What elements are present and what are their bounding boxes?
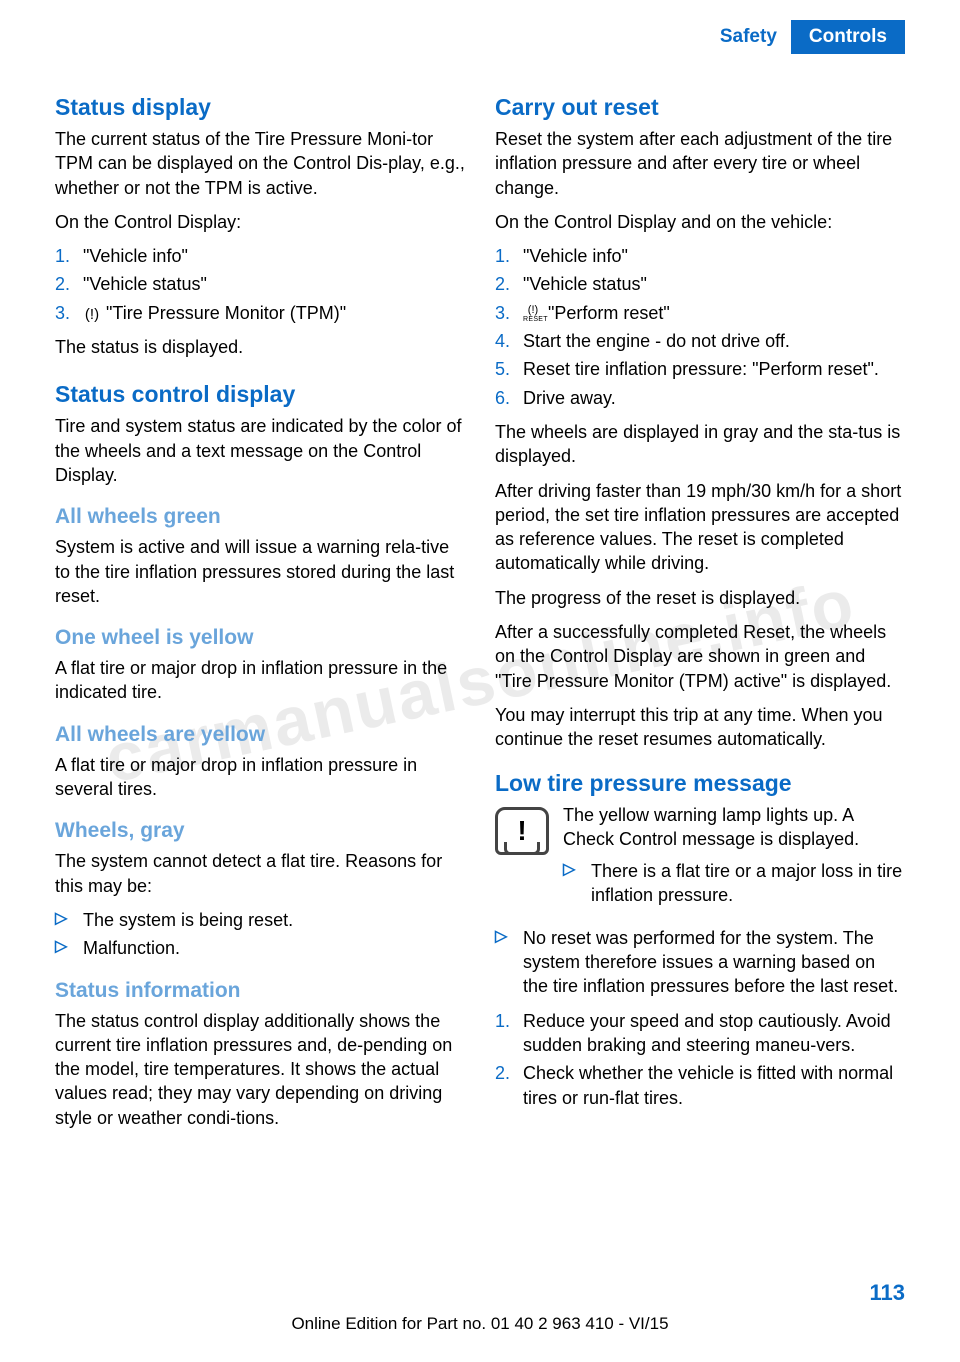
list-text: Check whether the vehicle is fitted with… <box>523 1061 905 1110</box>
ol-low-tire: 1.Reduce your speed and stop cautiously.… <box>495 1009 905 1110</box>
para: On the Control Display and on the vehicl… <box>495 210 905 234</box>
para: A flat tire or major drop in inflation p… <box>55 656 465 705</box>
ul-warning-sub: ▷There is a flat tire or a major loss in… <box>563 859 905 908</box>
para: The yellow warning lamp lights up. A Che… <box>563 803 905 852</box>
list-item: ▷No reset was performed for the system. … <box>495 926 905 999</box>
list-text: "Vehicle info" <box>523 244 905 268</box>
list-item: 6.Drive away. <box>495 386 905 410</box>
triangle-icon: ▷ <box>495 926 523 999</box>
heading-carry-out-reset: Carry out reset <box>495 94 905 121</box>
para: The wheels are displayed in gray and the… <box>495 420 905 469</box>
list-item: 3.(!)RESET "Perform reset" <box>495 301 905 325</box>
para: Reset the system after each adjustment o… <box>495 127 905 200</box>
triangle-icon: ▷ <box>55 936 83 960</box>
list-item: 2."Vehicle status" <box>55 272 465 296</box>
heading-all-wheels-yellow: All wheels are yellow <box>55 723 465 747</box>
list-item: 2.Check whether the vehicle is fitted wi… <box>495 1061 905 1110</box>
list-text: There is a flat tire or a major loss in … <box>591 859 905 908</box>
list-item: 1."Vehicle info" <box>55 244 465 268</box>
list-num: 1. <box>55 244 83 268</box>
warning-icon: (!) <box>83 305 101 325</box>
header-safety: Safety <box>706 20 791 54</box>
list-text: Start the engine - do not drive off. <box>523 329 905 353</box>
triangle-icon: ▷ <box>563 859 591 908</box>
para: Tire and system status are indicated by … <box>55 414 465 487</box>
ol-carry-out-reset: 1."Vehicle info" 2."Vehicle status" 3.(!… <box>495 244 905 410</box>
list-num: 3. <box>495 301 523 325</box>
list-text: (!)RESET "Perform reset" <box>523 301 905 325</box>
list-num: 1. <box>495 1009 523 1058</box>
header-controls: Controls <box>791 20 905 54</box>
list-num: 5. <box>495 357 523 381</box>
body-columns: Status display The current status of the… <box>0 54 960 1140</box>
left-column: Status display The current status of the… <box>55 94 465 1140</box>
list-text: The system is being reset. <box>83 908 293 932</box>
para: A flat tire or major drop in inflation p… <box>55 753 465 802</box>
footer-text: Online Edition for Part no. 01 40 2 963 … <box>0 1314 960 1334</box>
heading-status-display: Status display <box>55 94 465 121</box>
list-item: ▷Malfunction. <box>55 936 465 960</box>
list-item: ▷The system is being reset. <box>55 908 465 932</box>
ul-wheels-gray: ▷The system is being reset. ▷Malfunction… <box>55 908 465 961</box>
para: On the Control Display: <box>55 210 465 234</box>
para: After a successfully completed Reset, th… <box>495 620 905 693</box>
list-num: 6. <box>495 386 523 410</box>
heading-low-tire-pressure: Low tire pressure message <box>495 770 905 797</box>
list-text-inner: "Perform reset" <box>543 303 670 323</box>
heading-wheels-gray: Wheels, gray <box>55 819 465 843</box>
warning-text-block: The yellow warning lamp lights up. A Che… <box>563 803 905 918</box>
list-num: 1. <box>495 244 523 268</box>
list-item: ▷There is a flat tire or a major loss in… <box>563 859 905 908</box>
para: The progress of the reset is displayed. <box>495 586 905 610</box>
list-text: "Vehicle info" <box>83 244 465 268</box>
list-text: Reduce your speed and stop cautiously. A… <box>523 1009 905 1058</box>
right-column: Carry out reset Reset the system after e… <box>495 94 905 1140</box>
list-text: "Vehicle status" <box>523 272 905 296</box>
para: System is active and will issue a warnin… <box>55 535 465 608</box>
list-text: No reset was performed for the system. T… <box>523 926 905 999</box>
list-text-inner: "Tire Pressure Monitor (TPM)" <box>101 303 346 323</box>
list-num: 2. <box>495 272 523 296</box>
list-item: 1.Reduce your speed and stop cautiously.… <box>495 1009 905 1058</box>
list-item: 2."Vehicle status" <box>495 272 905 296</box>
para: The status control display additionally … <box>55 1009 465 1130</box>
list-text: Reset tire inflation pressure: "Perform … <box>523 357 905 381</box>
list-text: Malfunction. <box>83 936 180 960</box>
heading-status-control-display: Status control display <box>55 381 465 408</box>
list-item: 1."Vehicle info" <box>495 244 905 268</box>
list-item: 5.Reset tire inflation pressure: "Perfor… <box>495 357 905 381</box>
list-item: 4.Start the engine - do not drive off. <box>495 329 905 353</box>
list-item: 3.(!) "Tire Pressure Monitor (TPM)" <box>55 301 465 325</box>
para: You may interrupt this trip at any time.… <box>495 703 905 752</box>
heading-all-wheels-green: All wheels green <box>55 505 465 529</box>
page-number: 113 <box>870 1280 906 1306</box>
ul-low-tire: ▷No reset was performed for the system. … <box>495 926 905 999</box>
list-text: (!) "Tire Pressure Monitor (TPM)" <box>83 301 465 325</box>
para: The status is displayed. <box>55 335 465 359</box>
heading-one-wheel-yellow: One wheel is yellow <box>55 626 465 650</box>
triangle-icon: ▷ <box>55 908 83 932</box>
list-num: 2. <box>55 272 83 296</box>
para: The current status of the Tire Pressure … <box>55 127 465 200</box>
reset-icon: (!)RESET <box>523 305 543 323</box>
para: The system cannot detect a flat tire. Re… <box>55 849 465 898</box>
list-text: Drive away. <box>523 386 905 410</box>
list-num: 3. <box>55 301 83 325</box>
ol-status-display: 1."Vehicle info" 2."Vehicle status" 3.(!… <box>55 244 465 325</box>
heading-status-information: Status information <box>55 979 465 1003</box>
list-num: 2. <box>495 1061 523 1110</box>
list-text: "Vehicle status" <box>83 272 465 296</box>
header: Safety Controls <box>0 0 960 54</box>
tire-warning-icon: ! <box>495 807 549 855</box>
list-num: 4. <box>495 329 523 353</box>
para: After driving faster than 19 mph/30 km/h… <box>495 479 905 576</box>
warning-row: ! The yellow warning lamp lights up. A C… <box>495 803 905 918</box>
